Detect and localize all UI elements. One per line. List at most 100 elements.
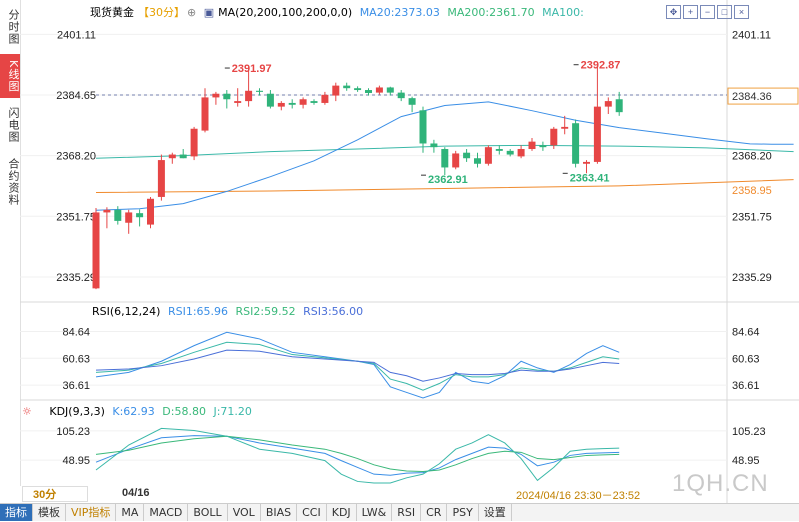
move-icon[interactable]: ✥ xyxy=(666,5,681,19)
price-tick-right: 2401.11 xyxy=(732,29,771,41)
candle-body xyxy=(201,97,209,131)
candle-body xyxy=(103,209,111,213)
tab-12[interactable]: CR xyxy=(421,504,448,521)
sub-tick-left: 60.63 xyxy=(62,353,90,365)
candle-body xyxy=(114,209,122,221)
candle-body xyxy=(593,106,601,162)
rsi-panel: 84.64 84.64 60.63 60.63 36.61 36.61 xyxy=(20,327,760,399)
rsi-legend: RSI(6,12,24) RSI1:65.96 RSI2:59.52 RSI3:… xyxy=(92,305,367,318)
period-selector[interactable]: 30分 xyxy=(22,486,88,502)
candlestick-panel: 2401.112401.112384.652384.652368.202368.… xyxy=(20,29,799,290)
candle-body xyxy=(321,94,329,103)
candle-body xyxy=(190,128,198,157)
ma20-value: MA20:2373.03 xyxy=(359,6,440,19)
candle-body xyxy=(572,123,580,164)
candle-body xyxy=(408,98,416,105)
ma-params: MA(20,200,100,200,0,0) xyxy=(218,6,353,19)
candle-body xyxy=(452,153,460,168)
chart-area: 2401.112401.112384.652384.652368.202368.… xyxy=(20,0,799,503)
main-legend: 现货黄金 【30分】 ⊕ ▣ MA(20,200,100,200,0,0) MA20:… xyxy=(90,4,588,20)
ma20-line xyxy=(95,101,794,211)
price-tick-left: 2384.65 xyxy=(56,90,96,102)
low-label: 2363.41 xyxy=(570,172,610,184)
tab-10[interactable]: LW& xyxy=(357,504,393,521)
candle-body xyxy=(419,110,427,144)
candle-body xyxy=(539,145,547,148)
fit-icon[interactable]: □ xyxy=(717,5,732,19)
candle-body xyxy=(223,93,231,100)
candle-body xyxy=(310,101,318,103)
series-line-rsi2 xyxy=(95,341,620,391)
candle-body xyxy=(299,99,307,105)
k-value: K:62.93 xyxy=(112,405,155,418)
candle-body xyxy=(430,143,438,148)
rsi3-value: RSI3:56.00 xyxy=(303,305,364,318)
side-tab-3[interactable]: 合约资料 xyxy=(7,158,20,206)
tab-1[interactable]: 模板 xyxy=(33,504,66,521)
sub-tick-left: 36.61 xyxy=(62,380,90,392)
side-tab-0[interactable]: 分时图 xyxy=(7,9,20,45)
candle-body xyxy=(245,90,253,102)
side-tab-2[interactable]: 闪电图 xyxy=(7,107,20,143)
j-value: J:71.20 xyxy=(213,405,252,418)
candle-body xyxy=(604,101,612,107)
current-price-label: 2384.36 xyxy=(732,91,772,103)
candle-body xyxy=(517,149,525,157)
close-icon[interactable]: × xyxy=(734,5,749,19)
zoom-out-icon[interactable]: − xyxy=(700,5,715,19)
tab-7[interactable]: BIAS xyxy=(261,504,298,521)
side-panel: 分时图 K线图闪电图合约资料 xyxy=(0,0,21,486)
tab-13[interactable]: PSY xyxy=(447,504,479,521)
tab-2[interactable]: VIP指标 xyxy=(66,504,117,521)
tab-6[interactable]: VOL xyxy=(228,504,261,521)
tab-4[interactable]: MACD xyxy=(144,504,189,521)
candle-body xyxy=(561,126,569,129)
rsi1-value: RSI1:65.96 xyxy=(167,305,229,318)
candle-body xyxy=(528,141,536,150)
side-tab-1[interactable]: K线图 xyxy=(0,54,20,98)
time-range: 2024/04/16 23:30－23:52 xyxy=(516,490,641,502)
sub-tick-left: 48.95 xyxy=(62,455,90,467)
candle-body xyxy=(375,87,383,93)
tab-5[interactable]: BOLL xyxy=(188,504,228,521)
d-value: D:58.80 xyxy=(162,405,206,418)
candle-body xyxy=(343,85,351,89)
candle-body xyxy=(441,149,449,168)
x-axis-date: 04/16 xyxy=(122,487,150,499)
candle-body xyxy=(168,154,176,159)
candle-body xyxy=(506,150,514,155)
candle-body xyxy=(234,101,242,103)
series-line-j xyxy=(95,427,620,484)
series-line-d xyxy=(95,435,620,473)
candle-body xyxy=(92,212,100,289)
ma100-line xyxy=(95,144,794,159)
candle-body xyxy=(256,90,263,92)
candle-body xyxy=(583,161,590,164)
tab-0[interactable]: 指标 xyxy=(0,504,33,521)
settings-icon[interactable]: ☼ xyxy=(22,405,32,418)
tab-11[interactable]: RSI xyxy=(392,504,422,521)
tab-9[interactable]: KDJ xyxy=(327,504,357,521)
candle-body xyxy=(495,149,503,151)
rsi2-value: RSI2:59.52 xyxy=(235,305,296,318)
sub-tick-right: 36.61 xyxy=(732,380,760,392)
sub-tick-left: 84.64 xyxy=(62,327,90,339)
series-line-rsi3 xyxy=(95,349,620,382)
gear-icon[interactable]: ⊕ xyxy=(187,6,197,19)
tab-3[interactable]: MA xyxy=(116,504,145,521)
candle-body xyxy=(463,152,471,159)
candle-body xyxy=(212,93,220,98)
sub-tick-right: 48.95 xyxy=(732,455,760,467)
high-label: 2391.97 xyxy=(232,63,272,75)
tab-14[interactable]: 设置 xyxy=(479,504,512,521)
zoom-in-icon[interactable]: + xyxy=(683,5,698,19)
tab-8[interactable]: CCI xyxy=(297,504,327,521)
candle-body xyxy=(474,158,481,164)
candle-body xyxy=(365,90,372,93)
rsi-label: RSI(6,12,24) xyxy=(92,305,161,318)
candle-body xyxy=(354,88,362,91)
candle-body xyxy=(157,160,165,197)
price-tick-left: 2401.11 xyxy=(57,29,96,41)
sub-tick-left: 105.23 xyxy=(56,426,90,438)
ma200-line xyxy=(95,179,794,194)
